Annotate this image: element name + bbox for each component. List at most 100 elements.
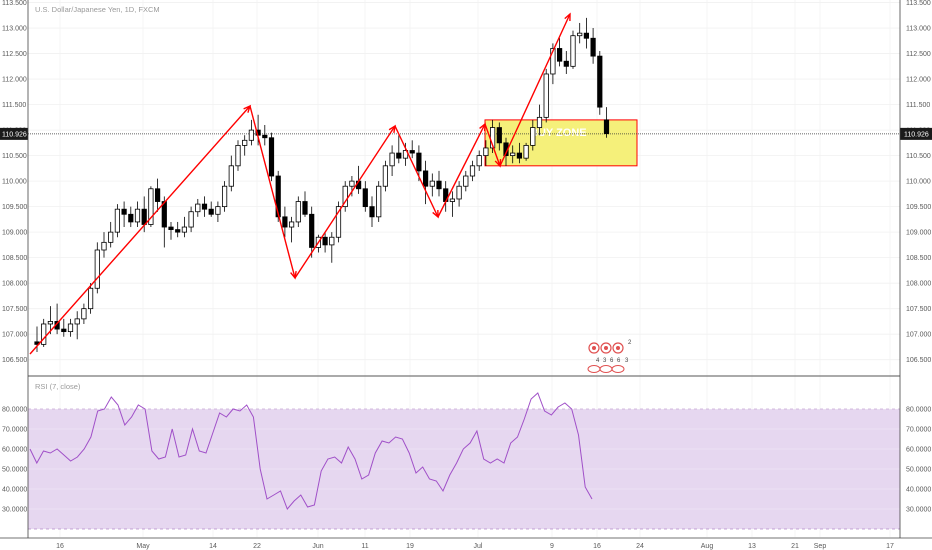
candle bbox=[201, 196, 208, 217]
candle bbox=[88, 283, 94, 314]
candle-body-up bbox=[329, 236, 335, 246]
candle bbox=[516, 142, 523, 164]
candle bbox=[175, 221, 181, 238]
rsi-line bbox=[29, 392, 593, 510]
candle bbox=[215, 201, 221, 222]
rsi-tick-right: 80.0000 bbox=[906, 407, 931, 414]
candle bbox=[168, 221, 174, 240]
event-flag-icon[interactable] bbox=[611, 365, 625, 373]
candle-body-down bbox=[208, 208, 214, 215]
price-tick-right: 111.500 bbox=[906, 102, 930, 109]
event-count: 3 bbox=[603, 358, 607, 364]
event-marker-dot bbox=[592, 346, 596, 350]
candle-body-down bbox=[309, 213, 315, 248]
candle-body-down bbox=[268, 137, 275, 177]
candle-body-down bbox=[275, 175, 281, 218]
candle-body-down bbox=[436, 180, 442, 190]
candle-body-up bbox=[543, 73, 549, 118]
candle-body-up bbox=[429, 180, 435, 187]
price-tick-left: 113.500 bbox=[2, 0, 27, 7]
event-marker-dot bbox=[616, 346, 620, 350]
price-tag-right: 110.926 bbox=[900, 127, 932, 140]
price-tick-right: 108.500 bbox=[906, 255, 931, 262]
event-marker-dot bbox=[604, 346, 608, 350]
candle-body-up bbox=[101, 241, 107, 251]
time-tick-label: 14 bbox=[209, 543, 217, 550]
candle-body-up bbox=[456, 185, 462, 200]
price-axis-left: 106.500 107.000 107.500 108.000 108.500 109.0… bbox=[2, 0, 27, 364]
candle-body-up bbox=[295, 201, 301, 223]
candle bbox=[208, 201, 214, 217]
price-tick-left: 112.000 bbox=[2, 77, 27, 84]
rsi-axis-right: 30.0000 40.0000 50.0000 60.0000 70.0000 80.00… bbox=[906, 407, 931, 514]
price-tag-left: 110.926 bbox=[0, 127, 28, 140]
candle bbox=[536, 104, 543, 136]
time-tick-label: 16 bbox=[593, 543, 601, 550]
candle-body-up bbox=[449, 198, 456, 202]
candle-body-up bbox=[550, 48, 556, 75]
candle-body-down bbox=[322, 236, 328, 246]
candle bbox=[74, 311, 80, 340]
candle bbox=[369, 196, 375, 228]
candle-body-up bbox=[74, 318, 80, 325]
rsi-tick-right: 60.0000 bbox=[906, 447, 931, 454]
candle-body-down bbox=[362, 188, 368, 208]
candle bbox=[389, 145, 395, 177]
price-pane-background bbox=[28, 0, 900, 375]
candle bbox=[262, 125, 268, 146]
candle bbox=[108, 221, 114, 248]
event-flag-icon[interactable] bbox=[587, 365, 601, 373]
candle-body-up bbox=[389, 152, 395, 167]
candle bbox=[134, 201, 141, 228]
candle-body-down bbox=[563, 60, 569, 67]
time-tick-label: 13 bbox=[748, 543, 756, 550]
time-tick-label: Sep bbox=[814, 543, 827, 550]
candle-body-down bbox=[409, 150, 415, 154]
candle-body-up bbox=[570, 35, 576, 67]
event-flag-icon[interactable] bbox=[599, 365, 613, 373]
price-tick-right: 106.500 bbox=[906, 357, 931, 364]
candle-body-up bbox=[94, 249, 100, 289]
candle bbox=[463, 170, 469, 192]
time-tick-label: 16 bbox=[56, 543, 64, 550]
candle-body-up bbox=[382, 165, 389, 187]
rsi-pane: 30.0000 40.0000 50.0000 60.0000 70.0000 80.00… bbox=[2, 382, 931, 530]
price-tick-right: 107.000 bbox=[906, 332, 931, 339]
candle-body-down bbox=[154, 188, 161, 202]
trend-arrow-line bbox=[294, 125, 396, 279]
candle bbox=[436, 170, 442, 197]
candle bbox=[221, 181, 228, 212]
trend-arrow-line bbox=[484, 123, 501, 167]
rsi-tick-right: 70.0000 bbox=[906, 427, 931, 434]
price-tick-right: 110.000 bbox=[906, 179, 931, 186]
candle bbox=[429, 173, 435, 197]
candle-body-down bbox=[121, 208, 127, 215]
event-markers[interactable]: 24 3 6 6 3 bbox=[587, 340, 632, 373]
candle-body-up bbox=[228, 165, 234, 187]
candle bbox=[590, 28, 596, 64]
price-tick-right: 109.000 bbox=[906, 230, 931, 237]
candle-body-down bbox=[416, 152, 422, 172]
candle bbox=[94, 242, 100, 294]
candle bbox=[161, 196, 167, 248]
candle bbox=[114, 204, 120, 238]
price-tick-left: 109.500 bbox=[2, 204, 27, 211]
trend-arrow-line bbox=[249, 105, 296, 279]
time-axis[interactable]: 16 May 14 22 Jun 11 19 Jul 9 16 24 Aug 13 21 Sep 17 bbox=[56, 543, 894, 550]
candle-body-down bbox=[128, 213, 134, 223]
candle-body-up bbox=[88, 287, 94, 310]
price-tick-left: 110.000 bbox=[2, 179, 27, 186]
candle bbox=[154, 178, 161, 212]
time-tick-label: Jun bbox=[312, 543, 323, 550]
candle-body-down bbox=[496, 127, 502, 144]
candle-body-up bbox=[188, 211, 194, 228]
candle-body-up bbox=[248, 129, 254, 141]
candle-body-up bbox=[463, 175, 469, 187]
candle bbox=[228, 155, 234, 192]
price-tag-left-box bbox=[0, 127, 28, 140]
candle bbox=[302, 191, 308, 217]
price-tag-right-text: 110.926 bbox=[904, 131, 929, 138]
candle-body-up bbox=[577, 32, 583, 37]
time-tick-label: 19 bbox=[406, 543, 414, 550]
